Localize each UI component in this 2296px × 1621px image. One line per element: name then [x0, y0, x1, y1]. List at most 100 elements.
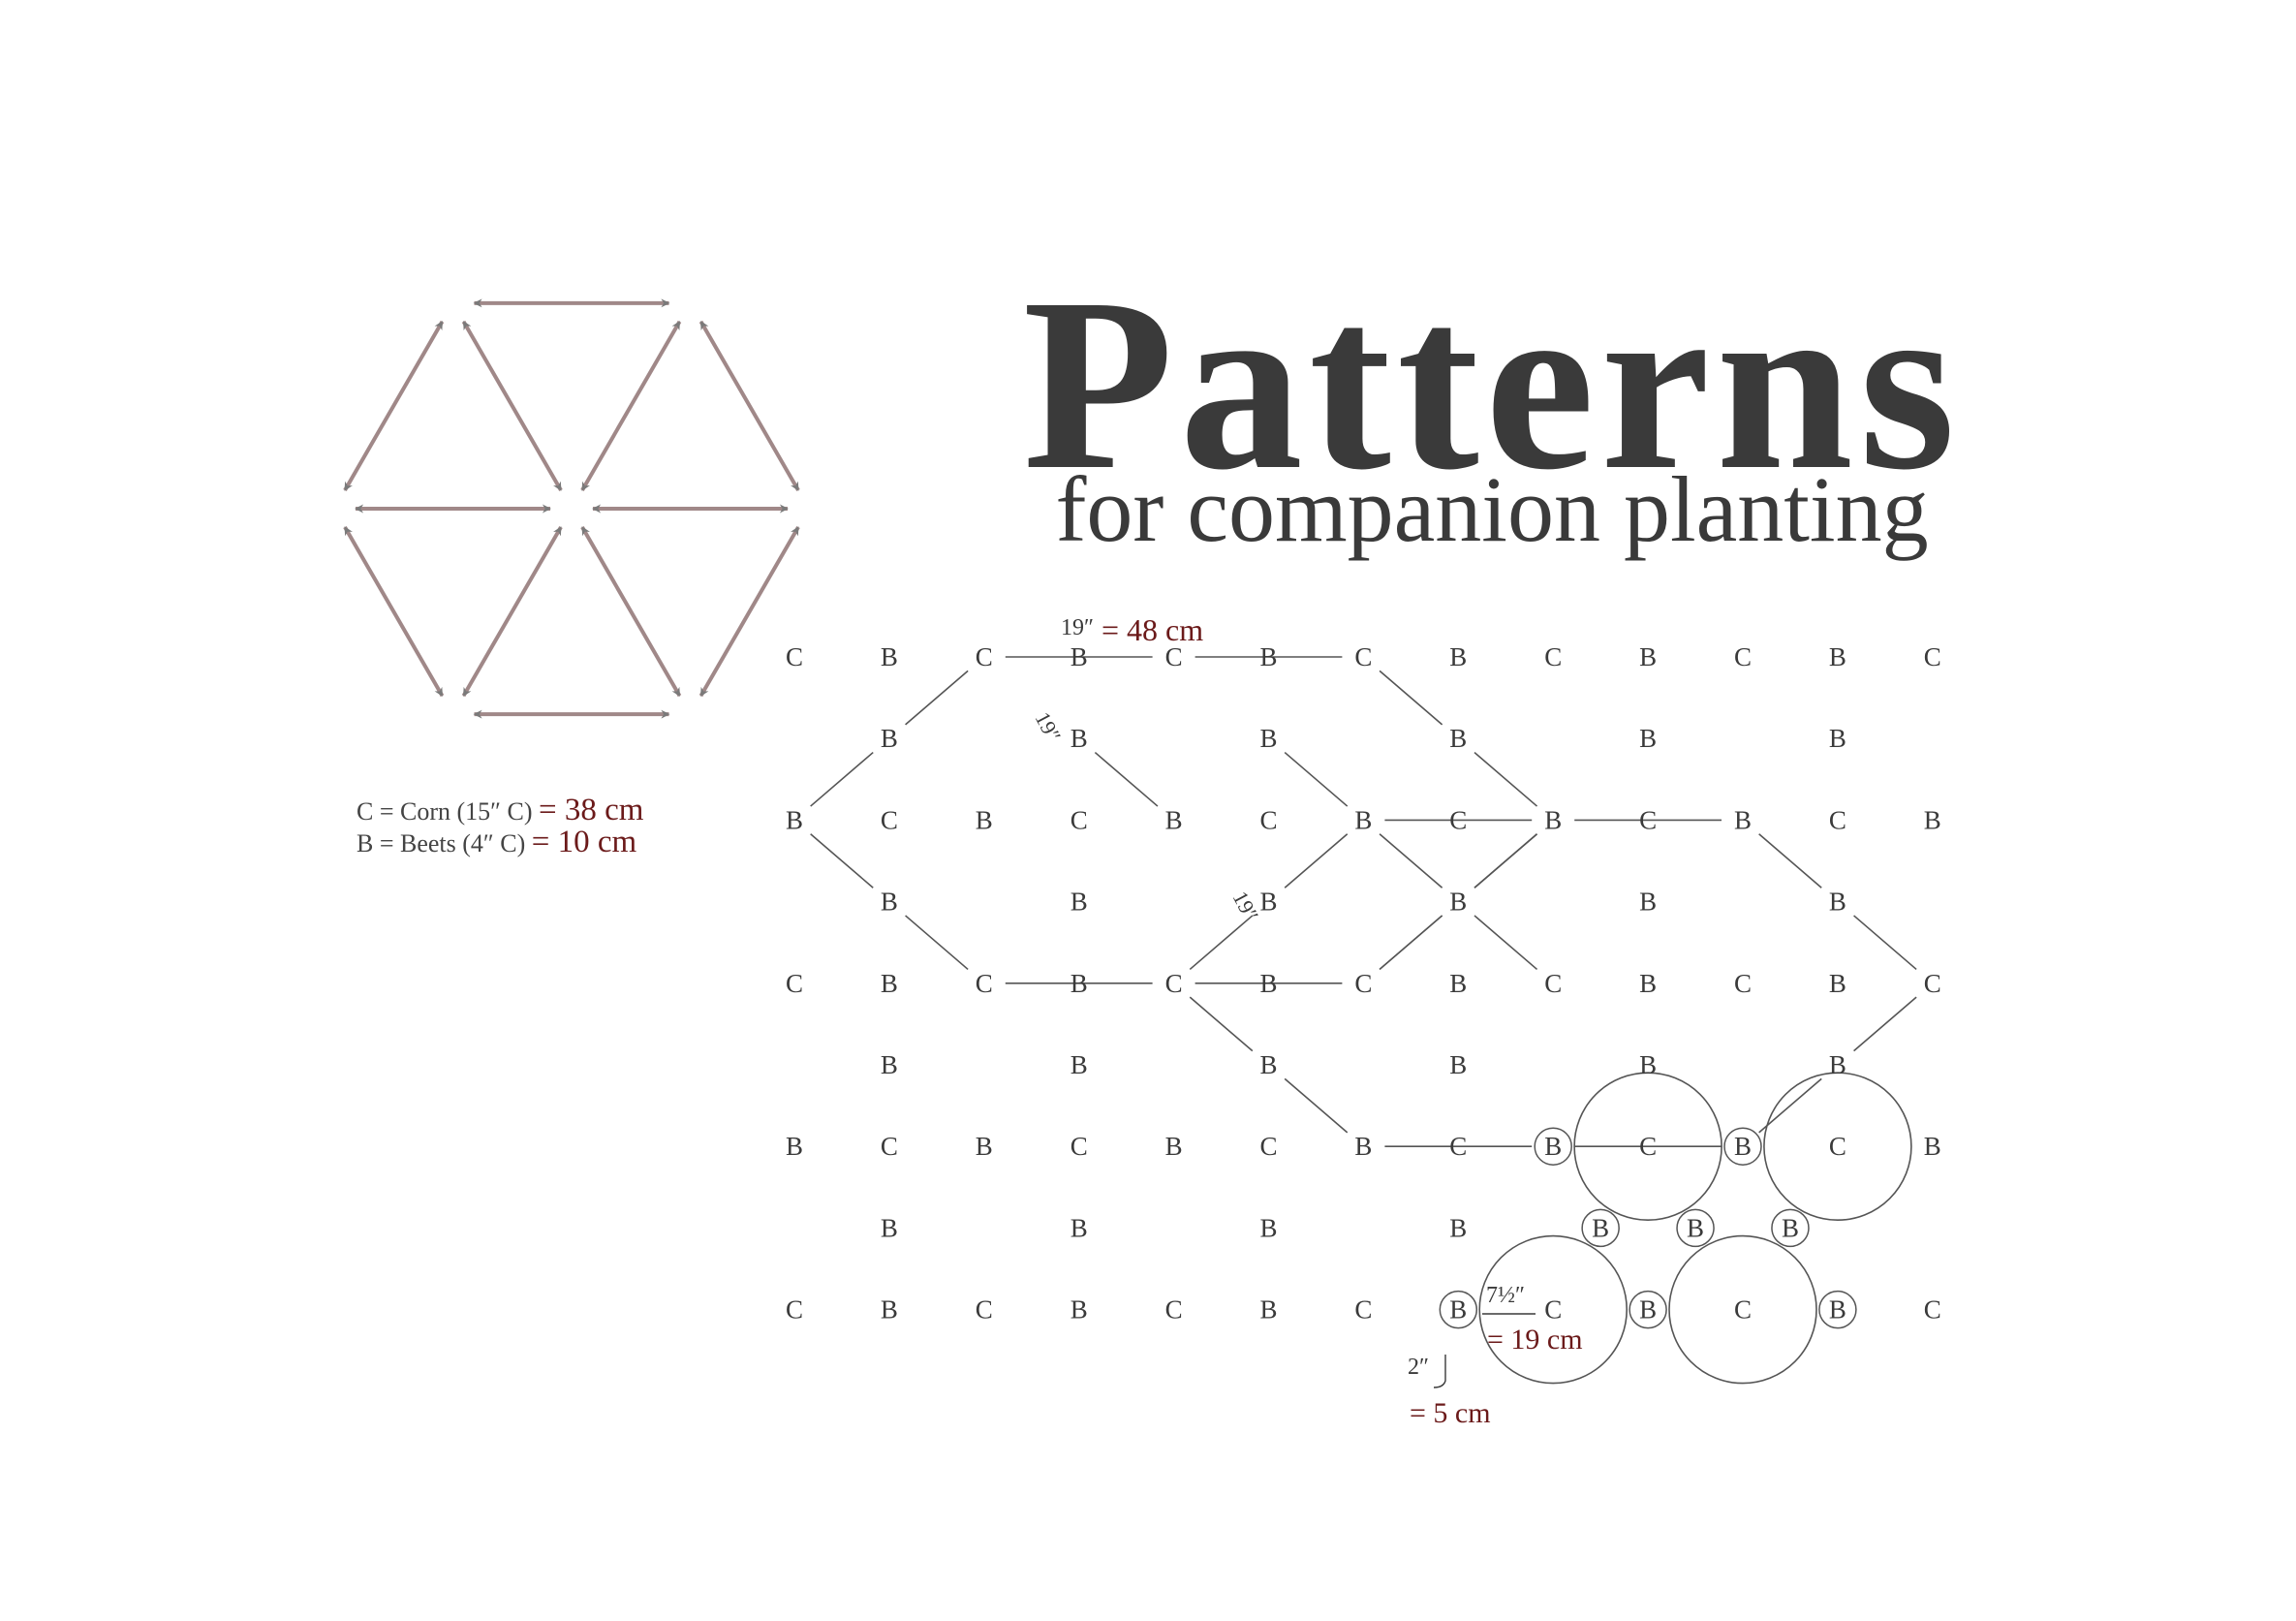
hex-outline-segment — [1379, 670, 1443, 726]
double-arrow-2 — [343, 320, 445, 491]
beet-label: B — [1449, 1295, 1467, 1325]
hex-outline-segment — [1189, 996, 1254, 1052]
beet-label: B — [1449, 969, 1467, 998]
corn-radius-metric-label: = 19 cm — [1487, 1324, 1583, 1356]
beet-spacing-circle-3 — [1676, 1208, 1715, 1248]
corn-label: C — [1639, 1132, 1657, 1161]
corn-spacing-circle-1 — [1763, 1072, 1912, 1221]
beet-label: B — [786, 1132, 803, 1161]
corn-spacing-circle-0 — [1573, 1072, 1722, 1221]
spacing-annotations: 19″ = 48 cm 19″ 19″ 7½″ = 19 cm 2″ = 5 cm — [1031, 612, 1583, 1429]
beet-label: B — [1259, 642, 1277, 671]
corn-label: C — [1734, 642, 1752, 671]
corn-label: C — [1354, 1295, 1372, 1325]
beet-label: B — [1354, 805, 1372, 834]
corn-label: C — [1070, 1132, 1088, 1161]
corn-label: C — [1165, 1295, 1183, 1325]
corn-label: C — [881, 805, 898, 834]
corn-label: C — [1544, 642, 1562, 671]
legend-beets: B = Beets (4″ C) = 10 cm — [357, 825, 636, 860]
corn-label: C — [976, 969, 993, 998]
corn-label: C — [1829, 805, 1846, 834]
double-arrow-5 — [698, 526, 800, 698]
corn-spacing-circle-3 — [1668, 1234, 1817, 1385]
beet-label: B — [1070, 724, 1088, 753]
beet-label: B — [1070, 969, 1088, 998]
beet-label: B — [1259, 1213, 1277, 1242]
beet-label: B — [976, 1132, 993, 1161]
corn-label: C — [1070, 805, 1088, 834]
beet-label: B — [1449, 888, 1467, 917]
hex-inner-line — [1474, 915, 1538, 971]
beet-label: B — [1449, 1050, 1467, 1079]
beet-label: B — [1829, 1050, 1846, 1079]
beet-label: B — [1829, 888, 1846, 917]
spacing-circles — [1439, 1072, 1912, 1385]
beet-label: B — [786, 805, 803, 834]
corn-label: C — [1259, 1132, 1277, 1161]
hex-inner-line — [1379, 915, 1443, 971]
beet-label: B — [1354, 1132, 1372, 1161]
beet-label: B — [1070, 1050, 1088, 1079]
beet-label: B — [881, 1295, 898, 1325]
corn-label: C — [1165, 642, 1183, 671]
legend-beets-metric: = 10 cm — [531, 825, 637, 859]
hex-inner-line — [1379, 833, 1443, 888]
beet-label: B — [1829, 1295, 1846, 1325]
legend-beets-text: B = Beets (4″ C) — [357, 829, 526, 857]
beet-label: B — [1070, 642, 1088, 671]
page-title: Patterns — [1022, 248, 1962, 521]
beet-label: B — [1544, 805, 1562, 834]
hex-spacing-top-label: 19″ — [1061, 615, 1094, 640]
beet-spacing-circle-6 — [1629, 1290, 1667, 1329]
beet-label: B — [881, 1213, 898, 1242]
beet-spacing-circle-2 — [1581, 1208, 1620, 1248]
corn-label: C — [1259, 805, 1277, 834]
hex-outline-segment — [1284, 1077, 1349, 1134]
double-arrow-10 — [461, 526, 563, 698]
beet-spacing-circle-5 — [1439, 1290, 1478, 1329]
corn-label: C — [1449, 1132, 1467, 1161]
beet-radius-metric-label: = 5 cm — [1410, 1397, 1491, 1429]
beet-label: B — [1924, 805, 1941, 834]
beet-label: B — [1924, 1132, 1941, 1161]
beet-spacing-circle-4 — [1771, 1208, 1810, 1248]
beet-label: B — [1639, 1050, 1657, 1079]
beet-label: B — [1829, 642, 1846, 671]
beet-label: B — [1734, 805, 1752, 834]
beet-label: B — [881, 969, 898, 998]
hex-outline-segment — [1853, 996, 1917, 1052]
beet-label: B — [1639, 724, 1657, 753]
beet-label: B — [1165, 1132, 1183, 1161]
corn-label: C — [1829, 1132, 1846, 1161]
corn-label: C — [1354, 969, 1372, 998]
beet-label: B — [881, 724, 898, 753]
beet-spacing-circle-7 — [1818, 1290, 1857, 1329]
hex-outline-segment — [1758, 833, 1822, 888]
legend-corn: C = Corn (15″ C) = 38 cm — [357, 793, 643, 828]
hex-outline-segment — [1758, 1077, 1822, 1134]
hex-outline-segment — [810, 833, 874, 888]
beet-label: B — [1592, 1213, 1609, 1242]
beet-label: B — [1449, 642, 1467, 671]
beet-label: B — [1070, 888, 1088, 917]
hex-inner-line — [1474, 833, 1538, 888]
beet-label: B — [1687, 1213, 1704, 1242]
beet-label: B — [1639, 1295, 1657, 1325]
hex-inner-line — [1284, 751, 1349, 807]
corn-label: C — [1544, 969, 1562, 998]
beet-spacing-circle-1 — [1723, 1127, 1762, 1166]
beet-label: B — [1639, 969, 1657, 998]
beet-label: B — [1449, 724, 1467, 753]
double-arrow-8 — [461, 320, 563, 491]
corn-label: C — [1734, 1295, 1752, 1325]
beet-label: B — [1165, 805, 1183, 834]
beet-label: B — [1829, 969, 1846, 998]
corn-label: C — [1734, 969, 1752, 998]
corn-label: C — [1544, 1295, 1562, 1325]
beet-label: B — [1639, 888, 1657, 917]
hex-spacing-label: 19″ — [1031, 708, 1067, 746]
legend-corn-text: C = Corn (15″ C) — [357, 797, 533, 826]
